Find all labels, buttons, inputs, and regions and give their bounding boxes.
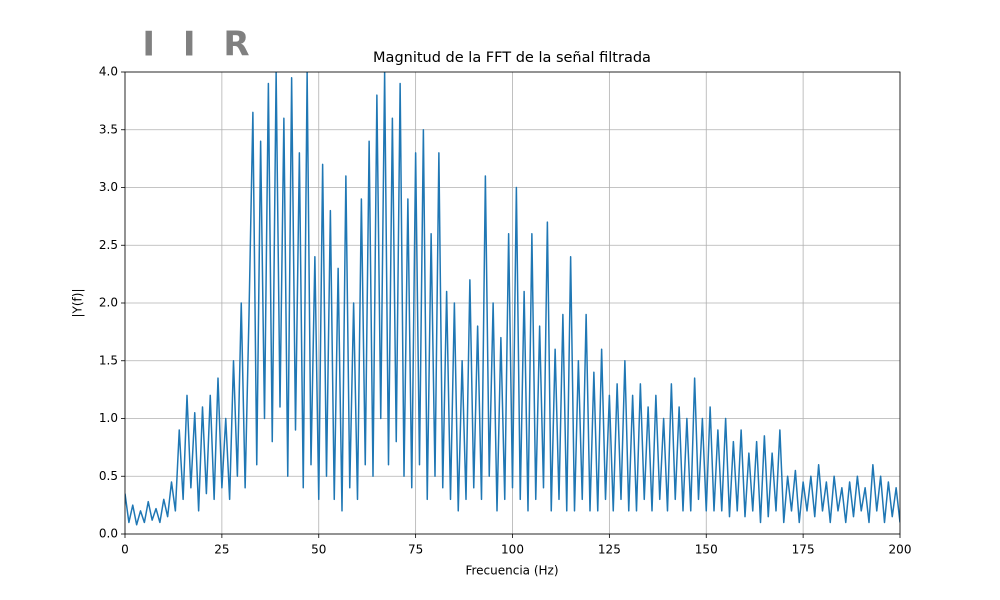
x-tick-label: 100: [501, 543, 524, 557]
y-tick-label: 1.0: [99, 411, 118, 425]
y-axis-label: |Y(f)|: [71, 288, 85, 317]
y-tick-label: 1.5: [99, 353, 118, 367]
x-tick-label: 0: [121, 543, 129, 557]
x-tick-label: 50: [311, 543, 326, 557]
y-tick-label: 0.0: [99, 527, 118, 541]
data-line: [125, 72, 900, 526]
y-tick-label: 2.5: [99, 238, 118, 252]
plot-area: [125, 72, 900, 526]
x-tick-label: 175: [792, 543, 815, 557]
y-tick-label: 0.5: [99, 469, 118, 483]
annotation: I I R: [142, 25, 257, 65]
x-tick-label: 200: [889, 543, 912, 557]
y-tick-label: 3.0: [99, 180, 118, 194]
chart-title: Magnitud de la FFT de la señal filtrada: [373, 50, 651, 66]
x-tick-label: 25: [214, 543, 229, 557]
x-tick-label: 75: [408, 543, 423, 557]
x-axis-label: Frecuencia (Hz): [465, 564, 558, 578]
x-tick-label: 125: [598, 543, 621, 557]
ticks: 0 25 50 75 100 125 150 175 200 0.0 0.5 1.0 1.5 2.0 2.5…: [99, 65, 912, 557]
y-tick-label: 4.0: [99, 65, 118, 79]
y-tick-label: 2.0: [99, 296, 118, 310]
y-tick-label: 3.5: [99, 122, 118, 136]
x-tick-label: 150: [695, 543, 718, 557]
